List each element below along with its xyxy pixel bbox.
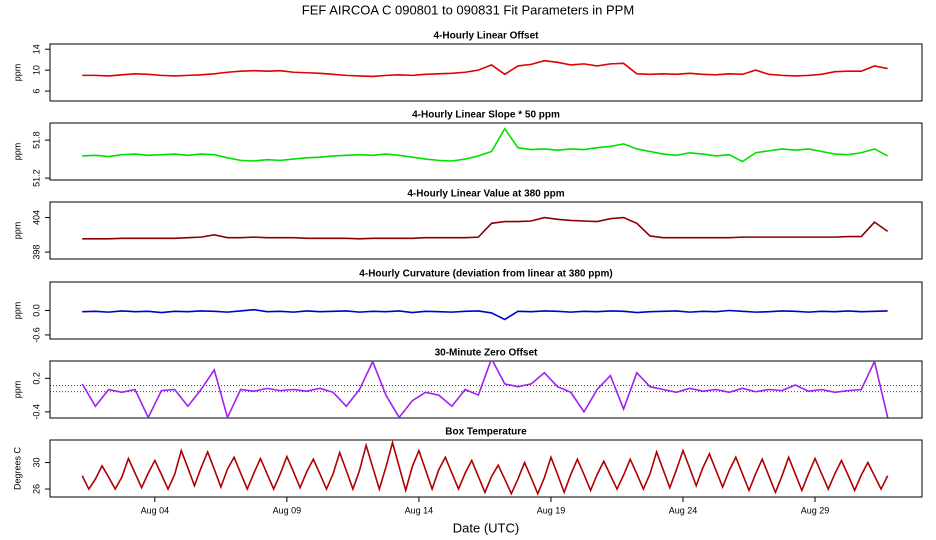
page-title: FEF AIRCOA C 090801 to 090831 Fit Parame… bbox=[302, 2, 634, 17]
y-axis-label: ppm bbox=[12, 143, 22, 161]
y-axis-label: ppm bbox=[12, 222, 22, 240]
y-tick-label: 51.8 bbox=[31, 131, 41, 149]
panel-title: 4-Hourly Linear Offset bbox=[433, 31, 539, 42]
panel-frame bbox=[49, 360, 923, 419]
x-tick-label: Aug 19 bbox=[537, 505, 566, 515]
data-line bbox=[81, 440, 889, 496]
data-line bbox=[82, 216, 889, 240]
data-line bbox=[82, 59, 888, 78]
x-axis-label: Date (UTC) bbox=[453, 520, 519, 535]
panel-title: 4-Hourly Linear Value at 380 ppm bbox=[407, 189, 564, 200]
y-tick-label: 26 bbox=[31, 484, 41, 494]
panel-frame bbox=[49, 43, 923, 102]
x-tick-label: Aug 24 bbox=[669, 505, 698, 515]
x-tick-label: Aug 09 bbox=[273, 505, 302, 515]
y-axis-label: ppm bbox=[12, 302, 22, 320]
y-tick-label: 51.2 bbox=[31, 169, 41, 187]
panel-title: 4-Hourly Curvature (deviation from linea… bbox=[359, 269, 612, 280]
y-tick-label: 0.0 bbox=[31, 304, 41, 317]
panel-frame bbox=[49, 201, 923, 260]
panel-title: 4-Hourly Linear Slope * 50 ppm bbox=[412, 110, 560, 121]
data-line bbox=[81, 361, 889, 418]
y-tick-label: 404 bbox=[31, 210, 41, 225]
y-axis-label: ppm bbox=[12, 381, 22, 399]
data-line bbox=[82, 308, 888, 321]
x-tick-label: Aug 04 bbox=[141, 505, 170, 515]
y-tick-label: 30 bbox=[31, 458, 41, 468]
y-tick-label: -0.6 bbox=[31, 327, 41, 343]
y-tick-label: -0.4 bbox=[31, 404, 41, 420]
panel-title: 30-Minute Zero Offset bbox=[435, 348, 538, 359]
data-line bbox=[82, 127, 889, 163]
panel-frame bbox=[49, 439, 923, 498]
y-tick-label: 14 bbox=[31, 44, 41, 54]
panel-title: Box Temperature bbox=[445, 427, 527, 438]
y-tick-label: 10 bbox=[31, 65, 41, 75]
y-axis-label: Degrees C bbox=[12, 446, 22, 490]
y-tick-label: 6 bbox=[31, 89, 41, 94]
panel-frame bbox=[49, 122, 923, 181]
y-tick-label: 0.2 bbox=[31, 372, 41, 385]
x-tick-label: Aug 29 bbox=[801, 505, 830, 515]
y-tick-label: 398 bbox=[31, 245, 41, 260]
x-tick-label: Aug 14 bbox=[405, 505, 434, 515]
y-axis-label: ppm bbox=[12, 64, 22, 82]
